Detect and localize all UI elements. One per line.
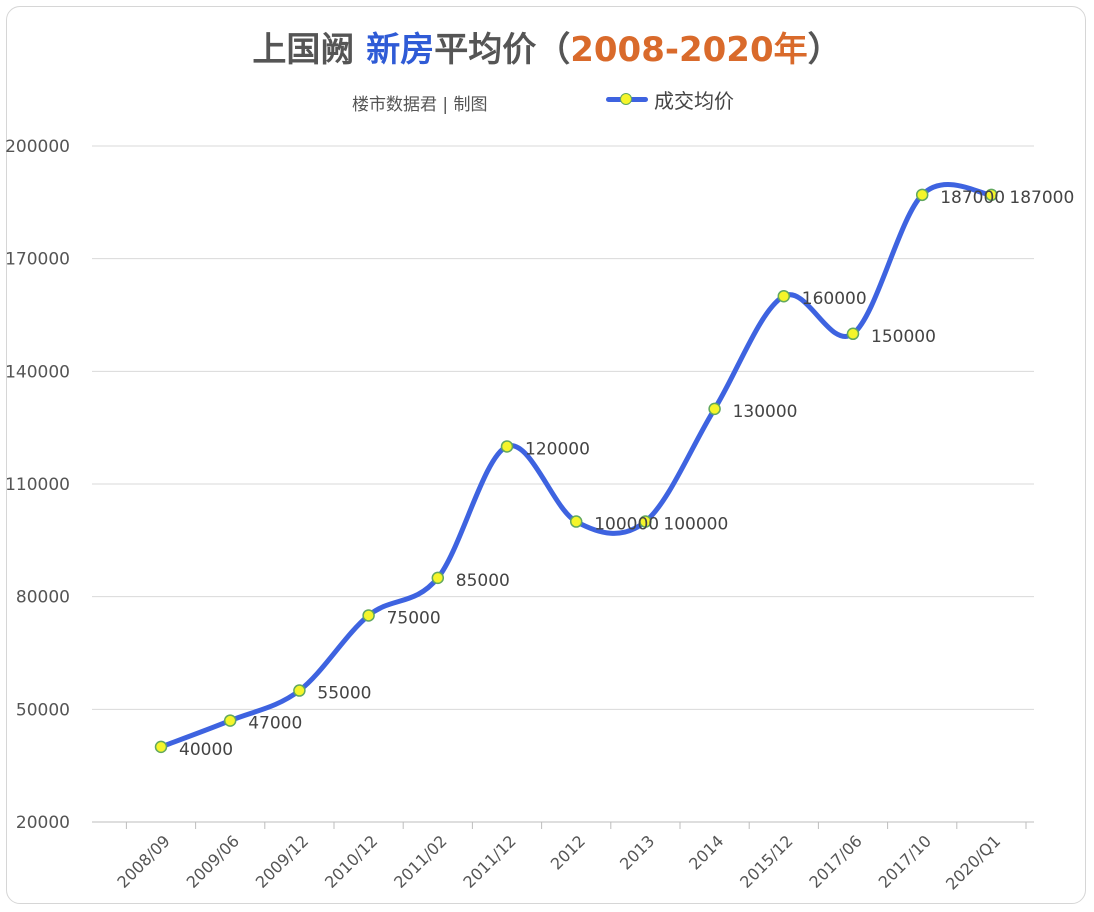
data-label-2011/02: 85000	[456, 571, 510, 591]
data-point-2012	[569, 515, 583, 528]
series-line-成交均价	[158, 182, 994, 750]
y-tick-label: 50000	[16, 700, 70, 720]
data-labels: 40000 47000 55000 75000 85000 120000 100000 100…	[179, 188, 1074, 760]
data-label-2014: 130000	[733, 402, 798, 422]
chart-subtitle: 楼市数据君 | 制图	[352, 95, 488, 115]
data-point-2017/06	[846, 327, 860, 341]
data-point-2017/10	[915, 188, 929, 202]
x-tick-label: 2020/Q1	[942, 831, 1004, 893]
y-axis: 20000 50000 80000 110000 140000 170000 200000	[5, 137, 70, 833]
data-point-2011/02	[431, 571, 445, 585]
y-tick-label: 140000	[5, 362, 70, 382]
data-point-2014	[708, 402, 721, 416]
x-tick-label: 2017/06	[805, 831, 865, 891]
chart-legend: 成交均价	[606, 86, 734, 113]
title-new-homes: 新房	[366, 30, 435, 70]
data-label-2009/12: 55000	[317, 684, 371, 704]
data-point-2009/12	[293, 684, 306, 697]
data-point-2011/12	[500, 440, 514, 453]
grid-lines	[92, 145, 1034, 823]
data-point-2009/06	[223, 714, 237, 727]
x-tick-label: 2010/12	[321, 831, 381, 891]
x-tick-label: 2011/12	[459, 831, 519, 891]
series-layer	[154, 182, 998, 754]
x-tick-label: 2012	[547, 831, 589, 873]
title-average-price: 平均价（	[434, 30, 571, 70]
title-years: 2008-2020年	[570, 30, 808, 70]
x-tick-label: 2011/02	[390, 831, 450, 891]
y-tick-label: 200000	[5, 137, 70, 157]
data-point-2010/12	[362, 609, 375, 622]
chart-title: 上国阙 新房平均价（2008-2020年）	[0, 22, 1094, 71]
legend-line-swatch	[606, 92, 648, 105]
legend-marker-icon	[620, 92, 632, 105]
title-close-paren: ）	[807, 30, 842, 70]
data-label-2011/12: 120000	[525, 439, 590, 459]
y-tick-label: 20000	[16, 813, 70, 833]
data-label-2008/09: 40000	[179, 740, 233, 760]
data-label-2009/06: 47000	[248, 714, 302, 734]
data-point-2015/12	[777, 289, 791, 303]
y-tick-label: 170000	[5, 250, 70, 270]
data-label-2017/10: 187000	[940, 188, 1005, 208]
data-label-2015/12: 160000	[802, 289, 867, 309]
x-axis: 2008/09 2009/06 2009/12 2010/12 2011/02 2011/…	[113, 822, 1027, 894]
data-label-2013: 100000	[663, 515, 728, 535]
x-tick-label: 2014	[685, 831, 727, 873]
data-label-2017/06: 150000	[871, 327, 936, 347]
y-tick-label: 80000	[16, 588, 70, 608]
x-tick-label: 2013	[616, 831, 658, 873]
data-label-2020/Q1: 187000	[1009, 188, 1074, 208]
data-point-2008/09	[154, 740, 168, 754]
data-point-2020/Q1	[985, 188, 998, 202]
x-tick-label: 2009/12	[252, 831, 312, 891]
x-tick-label: 2015/12	[736, 831, 796, 891]
chart-frame	[6, 6, 1086, 904]
data-point-2013	[639, 515, 652, 528]
data-label-2012: 100000	[594, 515, 659, 535]
legend-series-label: 成交均价	[654, 88, 734, 113]
x-tick-label: 2009/06	[183, 831, 243, 891]
y-tick-label: 110000	[5, 475, 70, 495]
data-label-2010/12: 75000	[387, 608, 441, 628]
x-tick-label: 2017/10	[875, 831, 935, 891]
title-location: 上国阙	[252, 30, 367, 70]
x-tick-label: 2008/09	[113, 831, 173, 891]
